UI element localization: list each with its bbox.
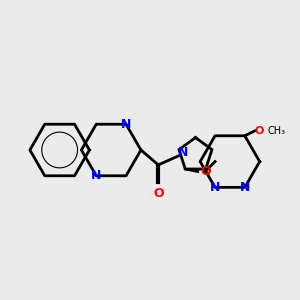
Text: O: O xyxy=(153,187,164,200)
Text: N: N xyxy=(240,181,250,194)
Text: N: N xyxy=(91,169,101,182)
Text: N: N xyxy=(121,118,131,131)
Text: CH₃: CH₃ xyxy=(267,126,285,136)
Text: O: O xyxy=(255,126,264,136)
Text: O: O xyxy=(200,165,211,178)
Text: N: N xyxy=(178,146,188,159)
Text: N: N xyxy=(210,181,220,194)
